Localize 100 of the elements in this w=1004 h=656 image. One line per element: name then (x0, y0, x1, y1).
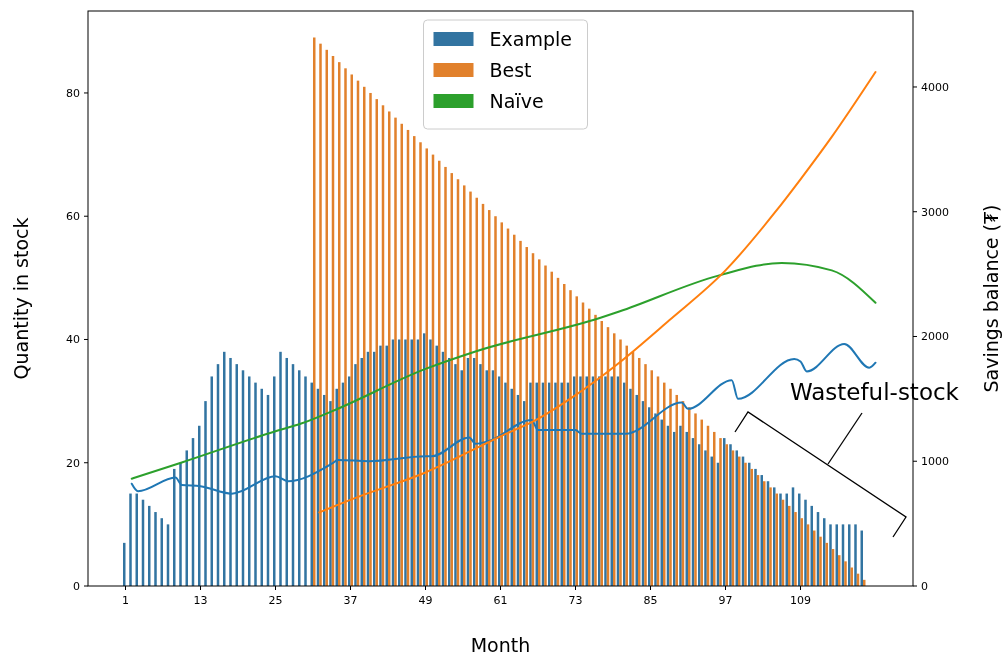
bar (779, 493, 782, 586)
bar (248, 376, 251, 586)
bar (279, 351, 282, 586)
bar (673, 431, 676, 586)
bar (313, 37, 316, 586)
bar (323, 394, 326, 586)
bar (854, 524, 857, 586)
annotation: Wasteful-stock (790, 379, 960, 405)
bar (688, 407, 691, 586)
x-tick-label: 109 (790, 594, 811, 607)
bar (479, 364, 482, 586)
bar (729, 444, 732, 586)
x-tick-label: 1 (122, 594, 129, 607)
bar (538, 259, 541, 586)
bar (463, 185, 466, 586)
bar (179, 462, 182, 586)
x-tick-label: 73 (568, 594, 583, 607)
bar (548, 382, 551, 586)
y2-tick-label: 1000 (921, 455, 949, 469)
bar (719, 438, 722, 586)
bar (348, 376, 351, 586)
legend-label: Example (489, 28, 572, 50)
y-tick-label: 20 (66, 456, 80, 470)
bar (579, 376, 582, 586)
x-tick-label: 97 (718, 594, 733, 607)
bar (794, 512, 797, 586)
bar (473, 357, 476, 586)
bar (604, 376, 607, 586)
bar (529, 382, 532, 586)
y-axis-title: Quantity in stock (10, 217, 32, 380)
bar (444, 166, 447, 586)
bar (329, 401, 332, 586)
bar (654, 413, 657, 586)
bar (598, 376, 601, 586)
bar (304, 376, 307, 586)
bar (519, 240, 522, 586)
bar (594, 314, 597, 586)
bar (648, 407, 651, 586)
bar (154, 512, 157, 586)
x-tick-label: 37 (343, 594, 358, 607)
bar (498, 376, 501, 586)
bar (373, 351, 376, 586)
bar (823, 518, 826, 586)
bar (679, 425, 682, 586)
bar (623, 382, 626, 586)
bar (748, 462, 751, 586)
bar (369, 92, 372, 586)
x-tick-label: 13 (193, 594, 208, 607)
bar (448, 357, 451, 586)
y2-tick-label: 0 (921, 580, 928, 593)
bar (544, 265, 547, 586)
bar (379, 345, 382, 586)
bar (723, 438, 726, 586)
bar (804, 499, 807, 586)
bar (769, 487, 772, 586)
bar (694, 413, 697, 586)
legend-label: Best (489, 59, 532, 81)
x-tick-label: 85 (643, 594, 658, 607)
x-tick-label: 61 (493, 594, 508, 607)
bar (763, 481, 766, 586)
bar (173, 468, 176, 586)
bar (738, 456, 741, 586)
bar (319, 43, 322, 586)
x-tick-label: 49 (418, 594, 433, 607)
bar (123, 542, 126, 586)
bar (488, 210, 491, 586)
bar (848, 524, 851, 586)
bar (523, 401, 526, 586)
y-tick-label: 40 (66, 333, 80, 347)
bar (863, 579, 866, 586)
bar (148, 505, 151, 586)
bar (744, 462, 747, 586)
y2-tick-label: 4000 (921, 80, 949, 94)
bar (638, 357, 641, 586)
bar (423, 333, 426, 586)
bar (229, 357, 232, 586)
bar (338, 62, 341, 586)
bar (254, 382, 257, 586)
legend-label: Naïve (489, 90, 544, 112)
bar (388, 111, 391, 586)
x-axis-title: Month (470, 634, 531, 656)
bar (563, 284, 566, 586)
bar (588, 308, 591, 586)
bar (788, 505, 791, 586)
bar (754, 468, 757, 586)
bar (354, 364, 357, 586)
bar (129, 493, 132, 586)
bar (513, 234, 516, 586)
bar (613, 333, 616, 586)
bar (404, 339, 407, 586)
bar (419, 142, 422, 586)
bar (713, 431, 716, 586)
bar (344, 68, 347, 586)
y-tick-label: 0 (73, 580, 80, 593)
bar (429, 339, 432, 586)
bar (644, 364, 647, 586)
bar (573, 376, 576, 586)
y2-axis-title: Savings balance (₮) (980, 204, 1002, 393)
bar (298, 370, 301, 586)
bar (438, 160, 441, 586)
